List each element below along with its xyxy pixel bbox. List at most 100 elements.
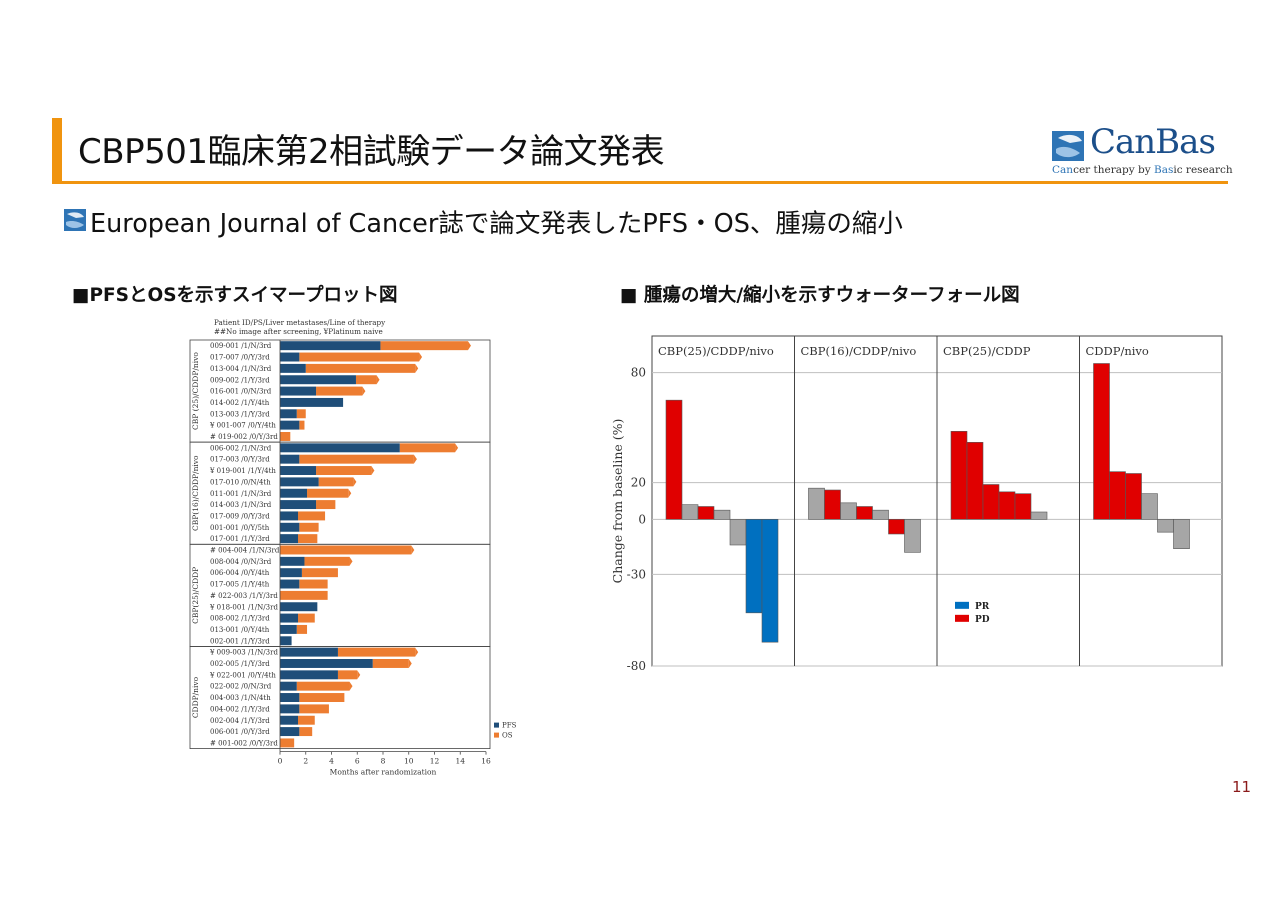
swimmer-row-label: # 022-003 /1/Y/3rd: [210, 592, 278, 600]
swimmer-ongoing-arrow: [357, 670, 361, 680]
swimmer-os-bar: [296, 681, 350, 691]
waterfall-bar: [872, 509, 889, 520]
swimmer-row-label: # 004-004 /1/N/3rd: [210, 547, 280, 555]
swimmer-pfs-bar: [280, 534, 299, 544]
swimmer-ongoing-arrow: [413, 454, 417, 464]
waterfall-y-tick-label: 20: [631, 476, 646, 490]
swimmer-ongoing-arrow: [415, 363, 419, 373]
swimmer-row-label: ¥ 019-001 /1/Y/4th: [209, 467, 276, 475]
swimmer-row-label: 013-001 /0/Y/4th: [210, 626, 270, 634]
swimmer-os-bar: [299, 420, 305, 430]
logo-tagline: Cancer therapy by Basic research: [1052, 164, 1233, 176]
swimmer-ongoing-arrow: [348, 488, 352, 498]
swimmer-row-label: 014-003 /1/N/3rd: [210, 501, 272, 509]
swimmer-os-bar: [299, 522, 319, 532]
swimmer-pfs-bar: [280, 341, 381, 351]
swimmer-row-label: # 019-002 /0/Y/3rd: [210, 433, 278, 441]
swimmer-row-label: ¥ 009-003 /1/N/3rd: [209, 649, 278, 657]
swimmer-group-frame: [189, 646, 491, 750]
swimmer-os-bar: [280, 590, 328, 600]
swimmer-os-bar: [337, 647, 416, 657]
swimmer-pfs-bar: [280, 500, 317, 510]
swimmer-os-bar: [299, 579, 328, 589]
swimmer-header-line2: ##No image after screening, ¥Platinum na…: [214, 327, 383, 336]
waterfall-legend-pd-swatch: [955, 614, 969, 622]
swimmer-group-label: CBP(16)/CDDP/nivo: [191, 455, 200, 531]
page-number: 11: [1232, 778, 1252, 796]
swimmer-legend-pfs-swatch: [494, 722, 499, 728]
swimmer-os-bar: [399, 443, 456, 453]
swimmer-pfs-bar: [280, 454, 300, 464]
waterfall-bar: [1157, 519, 1174, 533]
swimmer-row-label: # 001-002 /0/Y/3rd: [210, 739, 278, 747]
swimmer-os-bar: [305, 363, 416, 373]
swimmer-os-bar: [307, 488, 349, 498]
swimmer-ongoing-arrow: [353, 477, 357, 487]
swimmer-pfs-bar: [280, 659, 373, 668]
waterfall-bar: [950, 431, 968, 520]
swimmer-os-bar: [298, 534, 318, 544]
waterfall-panel-title: CDDP/nivo: [1086, 344, 1149, 358]
subtitle-bullet-icon: [64, 209, 86, 231]
swimmer-row-label: 004-003 /1/N/4th: [210, 694, 271, 702]
swimmer-pfs-bar: [280, 477, 319, 487]
swimmer-row-label: ¥ 018-001 /1/N/3rd: [209, 603, 278, 611]
swimmer-pfs-bar: [280, 579, 300, 589]
swimmer-x-tick-label: 4: [329, 757, 334, 766]
swimmer-x-tick-label: 16: [481, 757, 491, 766]
swimmer-row-label: 008-004 /0/N/3rd: [210, 558, 272, 566]
swimmer-pfs-bar: [280, 556, 305, 566]
swimmer-pfs-bar: [280, 409, 297, 419]
swimmer-pfs-bar: [280, 443, 400, 453]
swimmer-group-label: CDDP/nivo: [191, 676, 200, 718]
swimmer-ongoing-arrow: [415, 647, 419, 657]
swimmer-pfs-bar: [280, 727, 300, 737]
swimmer-os-bar: [301, 568, 338, 578]
swimmer-pfs-bar: [280, 522, 300, 532]
swimmer-row-label: 002-005 /1/Y/3rd: [210, 660, 270, 668]
swimmer-os-bar: [316, 386, 363, 396]
slide-subtitle: European Journal of Cancer誌で論文発表したPFS・OS…: [90, 209, 903, 239]
swimmer-ongoing-arrow: [455, 443, 459, 453]
swimmer-os-bar: [299, 693, 345, 702]
waterfall-bar: [808, 487, 825, 520]
swimmer-row-label: 016-001 /0/N/3rd: [210, 388, 272, 396]
swimmer-pfs-bar: [280, 602, 318, 612]
swimmer-pfs-bar: [280, 375, 356, 385]
swimmer-pfs-bar: [280, 647, 338, 657]
waterfall-bar: [982, 484, 1000, 520]
waterfall-y-axis-label: Change from baseline (%): [610, 419, 625, 584]
waterfall-y-tick-label: -30: [627, 567, 646, 581]
waterfall-bar: [681, 504, 699, 520]
swimmer-row-label: 009-002 /1/Y/3rd: [210, 376, 270, 384]
waterfall-bar: [998, 491, 1016, 520]
waterfall-bar: [729, 519, 747, 546]
waterfall-plot-heading: ■ 腫瘍の増大/縮小を示すウォーターフォール図: [620, 285, 1020, 306]
waterfall-y-tick-label: 0: [638, 512, 646, 526]
waterfall-bar: [840, 502, 857, 520]
swimmer-row-label: 011-001 /1/N/3rd: [210, 490, 272, 498]
swimmer-x-tick-label: 14: [455, 757, 465, 766]
swimmer-group-label: CBP(25)/CDDP: [191, 567, 200, 624]
swimmer-os-bar: [299, 454, 414, 464]
swimmer-os-bar: [318, 477, 354, 487]
swimmer-row-label: 013-003 /1/Y/3rd: [210, 410, 270, 418]
swimmer-os-bar: [280, 738, 295, 748]
waterfall-legend-pd-label: PD: [975, 615, 990, 625]
swimmer-row-label: 008-002 /1/Y/3rd: [210, 615, 270, 623]
swimmer-pfs-bar: [280, 420, 300, 430]
swimmer-row-label: 006-004 /0/Y/4th: [210, 569, 270, 577]
swimmer-row-label: 006-002 /1/N/3rd: [210, 444, 272, 452]
swimmer-os-bar: [299, 704, 329, 714]
swimmer-os-bar: [304, 556, 350, 566]
waterfall-bar: [888, 519, 905, 535]
waterfall-legend-pr-swatch: [955, 601, 969, 609]
swimmer-row-label: 001-001 /0/Y/5th: [210, 524, 270, 532]
swimmer-row-label: 017-010 /0/N/4th: [210, 478, 271, 486]
waterfall-bar: [1014, 493, 1032, 520]
waterfall-legend-pr-label: PR: [975, 602, 990, 612]
waterfall-bar: [1173, 519, 1190, 549]
swimmer-row-label: 006-001 /0/Y/3rd: [210, 728, 270, 736]
swimmer-pfs-bar: [280, 624, 297, 634]
waterfall-plot: 80 20 0 -30 -80 Change from baseline (%) CBP(2…: [610, 335, 1223, 673]
